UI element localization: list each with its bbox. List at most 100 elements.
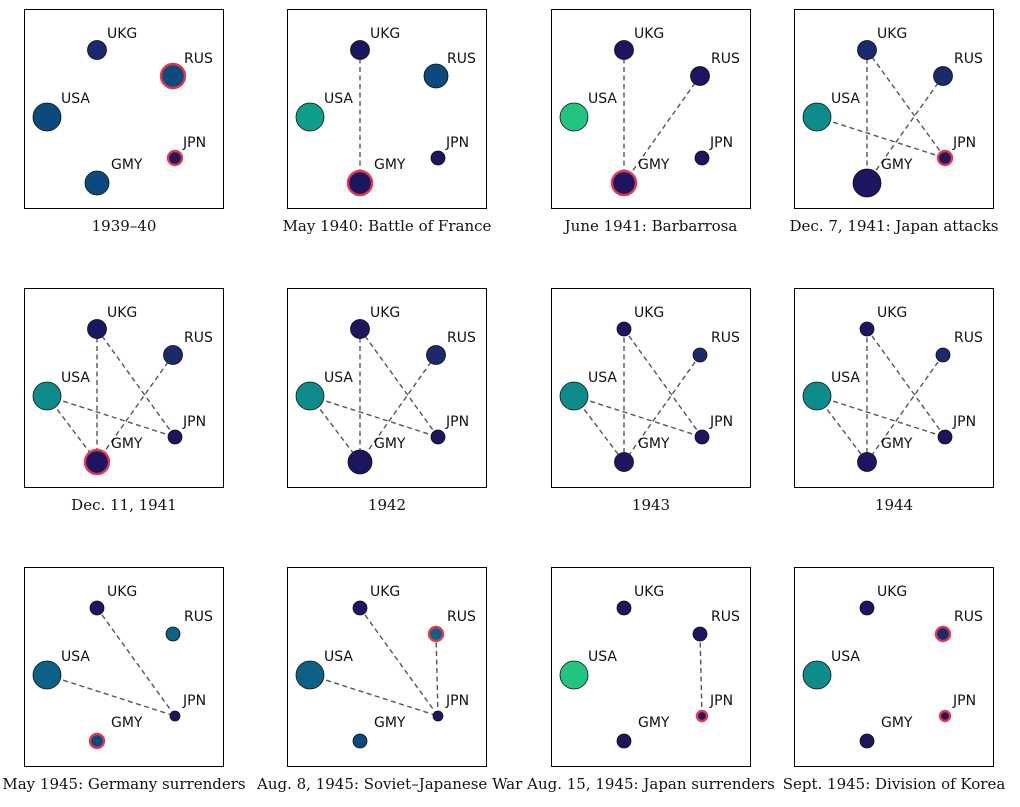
- node-label-rus: RUS: [954, 51, 983, 67]
- node-gmy: [346, 169, 374, 197]
- node-label-usa: USA: [61, 91, 90, 107]
- network-panel: UKG RUS USA JPN GMY: [794, 9, 994, 209]
- node-label-usa: USA: [324, 91, 353, 107]
- node-label-ukg: UKG: [107, 305, 137, 321]
- node-label-gmy: GMY: [638, 157, 670, 173]
- node-label-ukg: UKG: [370, 305, 400, 321]
- node-label-rus: RUS: [184, 609, 213, 625]
- node-jpn: [695, 709, 709, 723]
- edge-usa-gmy: [816, 395, 868, 463]
- node-label-gmy: GMY: [374, 436, 406, 452]
- node-usa: [32, 102, 62, 132]
- edge-rus-gmy: [96, 354, 174, 463]
- node-gmy: [859, 733, 875, 749]
- edge-rus-jpn: [435, 633, 439, 717]
- node-label-usa: USA: [324, 370, 353, 386]
- node-label-rus: RUS: [711, 609, 740, 625]
- edge-usa-gmy: [573, 395, 625, 463]
- node-gmy: [614, 452, 634, 472]
- node-ukg: [352, 600, 368, 616]
- node-gmy: [84, 170, 110, 196]
- network-panel: UKG RUS USA JPN GMY: [24, 9, 224, 209]
- edge-ukg-jpn: [866, 49, 946, 159]
- node-label-ukg: UKG: [877, 584, 907, 600]
- network-panel: UKG RUS USA JPN GMY: [287, 9, 487, 209]
- node-label-rus: RUS: [184, 330, 213, 346]
- node-label-ukg: UKG: [634, 26, 664, 42]
- edge-usa-jpn: [309, 395, 439, 438]
- node-gmy: [88, 732, 106, 750]
- edge-rus-gmy: [866, 75, 944, 184]
- node-rus: [163, 345, 183, 365]
- node-usa: [559, 660, 589, 690]
- node-rus: [933, 66, 953, 86]
- node-label-usa: USA: [588, 649, 617, 665]
- network-graph: UKG RUS USA JPN GMY: [559, 584, 740, 749]
- network-graph: UKG RUS USA JPN GMY: [295, 305, 476, 475]
- node-label-gmy: GMY: [881, 157, 913, 173]
- node-label-jpn: JPN: [952, 135, 976, 151]
- node-rus: [692, 347, 708, 363]
- network-graph: UKG RUS USA JPN GMY: [295, 26, 476, 197]
- node-label-rus: RUS: [711, 51, 740, 67]
- node-jpn: [430, 150, 446, 166]
- node-ukg: [616, 600, 632, 616]
- node-label-usa: USA: [831, 649, 860, 665]
- network-panel: UKG RUS USA JPN GMY: [287, 288, 487, 488]
- node-label-jpn: JPN: [445, 414, 469, 430]
- edge-usa-jpn: [309, 674, 439, 717]
- node-rus: [423, 63, 449, 89]
- node-ukg: [859, 600, 875, 616]
- node-label-rus: RUS: [184, 51, 213, 67]
- node-label-jpn: JPN: [709, 135, 733, 151]
- panel-caption: 1942: [367, 496, 407, 514]
- network-graph: UKG RUS USA JPN GMY: [32, 26, 213, 196]
- network-panel: UKG RUS USA JPN GMY: [794, 288, 994, 488]
- node-rus: [934, 625, 952, 643]
- node-label-jpn: JPN: [182, 414, 206, 430]
- panel-caption: 1943: [631, 496, 671, 514]
- edge-usa-jpn: [816, 395, 946, 438]
- node-label-rus: RUS: [447, 51, 476, 67]
- node-usa: [295, 381, 325, 411]
- node-jpn: [432, 710, 444, 722]
- node-usa: [295, 102, 325, 132]
- network-panel: UKG RUS USA JPN GMY: [551, 9, 751, 209]
- node-label-gmy: GMY: [881, 436, 913, 452]
- edge-ukg-jpn: [866, 328, 946, 438]
- node-label-ukg: UKG: [634, 584, 664, 600]
- network-graph: UKG RUS USA JPN GMY: [32, 584, 213, 750]
- node-label-rus: RUS: [954, 609, 983, 625]
- panel-caption: June 1941: Barbarrosa: [564, 217, 738, 235]
- node-ukg: [857, 40, 877, 60]
- node-jpn: [430, 429, 446, 445]
- panel-caption: Aug. 8, 1945: Soviet–Japanese War: [257, 775, 523, 793]
- node-gmy: [610, 169, 638, 197]
- node-label-usa: USA: [588, 91, 617, 107]
- node-label-rus: RUS: [711, 330, 740, 346]
- edge-usa-gmy: [46, 395, 98, 463]
- node-ukg: [614, 40, 634, 60]
- node-ukg: [89, 600, 105, 616]
- network-panel: UKG RUS USA JPN GMY: [551, 288, 751, 488]
- node-usa: [802, 381, 832, 411]
- node-gmy: [616, 733, 632, 749]
- node-jpn: [694, 429, 710, 445]
- node-label-gmy: GMY: [111, 715, 143, 731]
- node-label-gmy: GMY: [374, 157, 406, 173]
- node-usa: [802, 660, 832, 690]
- node-ukg: [87, 40, 107, 60]
- node-label-ukg: UKG: [634, 305, 664, 321]
- node-label-ukg: UKG: [370, 584, 400, 600]
- node-label-rus: RUS: [447, 330, 476, 346]
- network-graph: UKG RUS USA JPN GMY: [802, 305, 983, 472]
- panel-caption: May 1940: Battle of France: [282, 217, 492, 235]
- node-gmy: [857, 452, 877, 472]
- node-label-gmy: GMY: [111, 157, 143, 173]
- network-panel: UKG RUS USA JPN GMY: [794, 567, 994, 767]
- node-label-ukg: UKG: [877, 305, 907, 321]
- node-label-jpn: JPN: [709, 414, 733, 430]
- edge-ukg-jpn: [359, 607, 439, 717]
- node-label-ukg: UKG: [877, 26, 907, 42]
- panel-caption: Sept. 1945: Division of Korea: [782, 775, 1006, 793]
